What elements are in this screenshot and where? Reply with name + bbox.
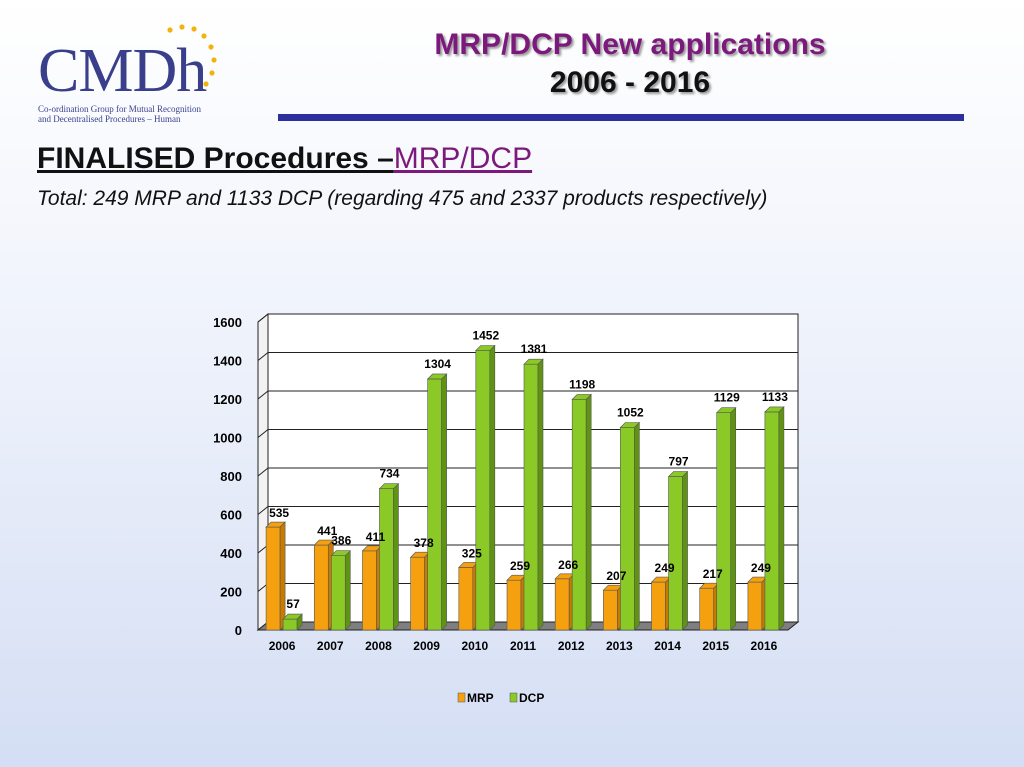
mrp-data-label: 535 <box>269 506 289 520</box>
mrp-bar-side <box>280 522 285 630</box>
dcp-data-label: 1133 <box>762 390 788 404</box>
mrp-data-label: 249 <box>751 561 771 575</box>
mrp-data-label: 325 <box>462 546 482 560</box>
legend-dcp-label: DCP <box>519 691 544 705</box>
mrp-data-label: 378 <box>414 536 434 550</box>
x-tick-label: 2014 <box>654 639 681 653</box>
dcp-data-label: 57 <box>286 597 300 611</box>
y-tick-label: 400 <box>220 546 242 561</box>
dcp-data-label: 1381 <box>521 342 548 356</box>
dcp-data-label: 1304 <box>424 357 451 371</box>
dcp-bar-side <box>442 374 447 630</box>
dcp-data-label: 1198 <box>569 377 595 391</box>
x-tick-label: 2016 <box>751 639 778 653</box>
legend-mrp-swatch <box>458 693 465 702</box>
mrp-bar-front <box>266 527 280 630</box>
dcp-data-label: 1452 <box>472 328 499 342</box>
bar-chart: 0200400600800100012001400160053557200644… <box>0 0 1024 767</box>
dcp-bar-side <box>634 422 639 630</box>
dcp-bar-side <box>683 472 688 630</box>
mrp-bar-front <box>603 590 617 630</box>
dcp-bar-front <box>331 556 345 630</box>
dcp-bar-front <box>669 477 683 630</box>
dcp-bar-side <box>345 551 350 630</box>
y-tick-label: 800 <box>220 469 242 484</box>
x-tick-label: 2012 <box>558 639 585 653</box>
dcp-data-label: 386 <box>331 534 351 548</box>
dcp-bar-front <box>620 427 634 630</box>
x-tick-label: 2013 <box>606 639 633 653</box>
dcp-bar-side <box>586 394 591 630</box>
x-tick-label: 2011 <box>510 639 536 653</box>
dcp-bar-front <box>283 619 297 630</box>
y-tick-label: 0 <box>235 623 242 638</box>
mrp-data-label: 207 <box>606 569 626 583</box>
mrp-data-label: 217 <box>703 567 723 581</box>
x-tick-label: 2006 <box>269 639 296 653</box>
y-tick-label: 1400 <box>213 354 242 369</box>
dcp-data-label: 797 <box>669 455 689 469</box>
y-tick-label: 1000 <box>213 431 242 446</box>
dcp-data-label: 734 <box>379 467 399 481</box>
mrp-bar-front <box>411 557 425 630</box>
dcp-bar-front <box>476 350 490 630</box>
mrp-data-label: 259 <box>510 559 530 573</box>
dcp-bar-side <box>538 359 543 630</box>
dcp-bar-front <box>524 364 538 630</box>
x-tick-label: 2007 <box>317 639 344 653</box>
dcp-bar-front <box>379 489 393 630</box>
y-tick-label: 600 <box>220 508 242 523</box>
dcp-bar-side <box>393 484 398 630</box>
mrp-bar-front <box>748 582 762 630</box>
mrp-bar-front <box>700 588 714 630</box>
dcp-bar-front <box>428 379 442 630</box>
x-tick-label: 2008 <box>365 639 392 653</box>
mrp-bar-front <box>555 579 569 630</box>
x-tick-label: 2009 <box>413 639 440 653</box>
dcp-data-label: 1052 <box>617 405 644 419</box>
dcp-bar-front <box>717 413 731 630</box>
mrp-bar-front <box>652 582 666 630</box>
y-tick-label: 1200 <box>213 392 242 407</box>
dcp-bar-side <box>490 345 495 630</box>
mrp-data-label: 411 <box>366 530 386 544</box>
dcp-bar-side <box>731 408 736 630</box>
dcp-bar-side <box>779 407 784 630</box>
dcp-bar-front <box>572 399 586 630</box>
dcp-bar-front <box>765 412 779 630</box>
dcp-data-label: 1129 <box>714 391 740 405</box>
legend-mrp-label: MRP <box>467 691 494 705</box>
mrp-bar-front <box>314 545 328 630</box>
y-tick-label: 1600 <box>213 315 242 330</box>
mrp-data-label: 249 <box>655 561 675 575</box>
x-tick-label: 2010 <box>461 639 488 653</box>
mrp-bar-front <box>459 567 473 630</box>
mrp-data-label: 266 <box>558 558 578 572</box>
x-tick-label: 2015 <box>702 639 729 653</box>
mrp-bar-front <box>362 551 376 630</box>
y-tick-label: 200 <box>220 585 242 600</box>
legend-dcp-swatch <box>510 693 517 702</box>
mrp-bar-front <box>507 580 521 630</box>
